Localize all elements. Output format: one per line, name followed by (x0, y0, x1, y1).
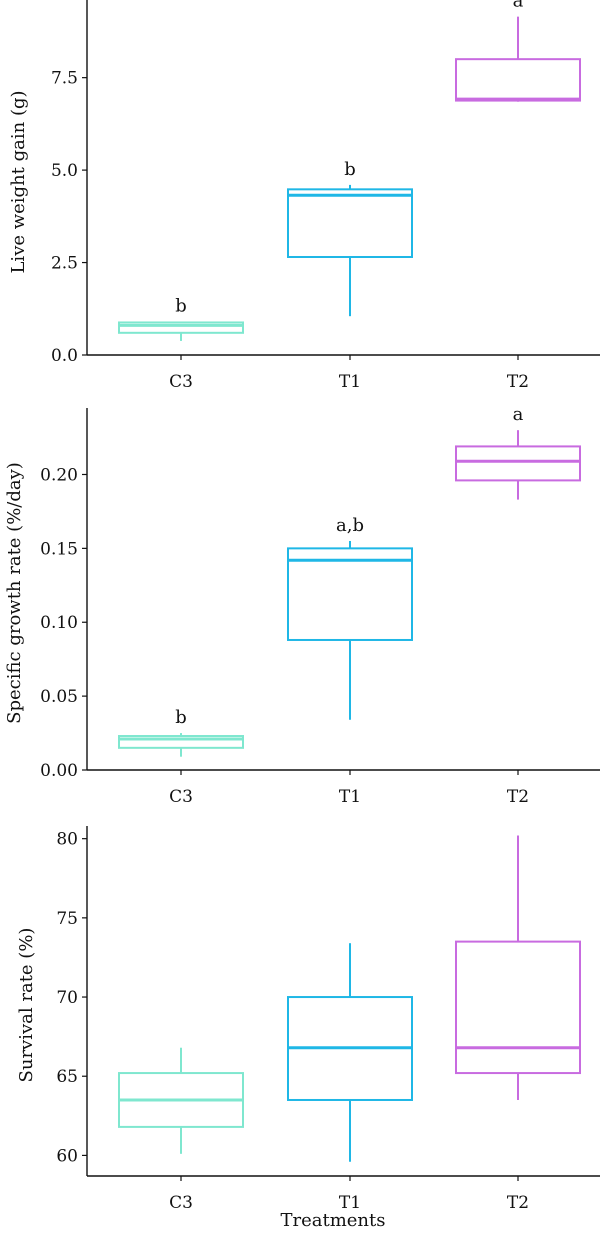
y-tick-label: 7.5 (51, 69, 78, 89)
y-tick-label: 0.0 (51, 346, 78, 366)
significance-label: a,b (336, 515, 364, 536)
y-axis-title: Live weight gain (g) (8, 90, 29, 273)
y-tick-label: 0.20 (40, 465, 78, 485)
x-tick-label: T1 (339, 787, 361, 807)
box-body-t2 (455, 58, 581, 102)
significance-label: a (513, 0, 524, 12)
x-tick-label: C3 (169, 1193, 193, 1213)
x-tick-label: C3 (169, 787, 193, 807)
significance-label: b (344, 159, 356, 180)
y-tick-label: 0.15 (40, 539, 78, 559)
y-axis-title: Survival rate (%) (16, 928, 37, 1083)
box-body-t2 (455, 940, 581, 1075)
x-axis-title: Treatments (280, 1210, 385, 1231)
x-tick-label: T1 (339, 1193, 361, 1213)
box-body-c3 (118, 735, 244, 749)
y-tick-label: 80 (56, 830, 78, 850)
y-tick-label: 65 (56, 1067, 78, 1087)
y-tick-label: 75 (56, 909, 78, 929)
y-tick-label: 2.5 (51, 254, 78, 274)
x-tick-label: T1 (339, 372, 361, 392)
y-tick-label: 0.00 (40, 761, 78, 781)
x-tick-label: T2 (507, 1193, 529, 1213)
y-axis-title: Specific growth rate (%/day) (4, 462, 25, 724)
x-tick-label: T2 (507, 372, 529, 392)
box-body-c3 (118, 321, 244, 334)
y-tick-label: 70 (56, 988, 78, 1008)
x-tick-label: C3 (169, 372, 193, 392)
box-body-t1 (287, 188, 413, 259)
y-tick-label: 5.0 (51, 161, 78, 181)
y-tick-label: 0.05 (40, 687, 78, 707)
x-tick-label: T2 (507, 787, 529, 807)
y-tick-label: 0.10 (40, 613, 78, 633)
significance-label: b (175, 296, 187, 317)
y-tick-label: 60 (56, 1146, 78, 1166)
significance-label: b (175, 707, 187, 728)
box-body-t2 (455, 445, 581, 482)
box-body-t1 (287, 547, 413, 641)
significance-label: a (513, 404, 524, 425)
